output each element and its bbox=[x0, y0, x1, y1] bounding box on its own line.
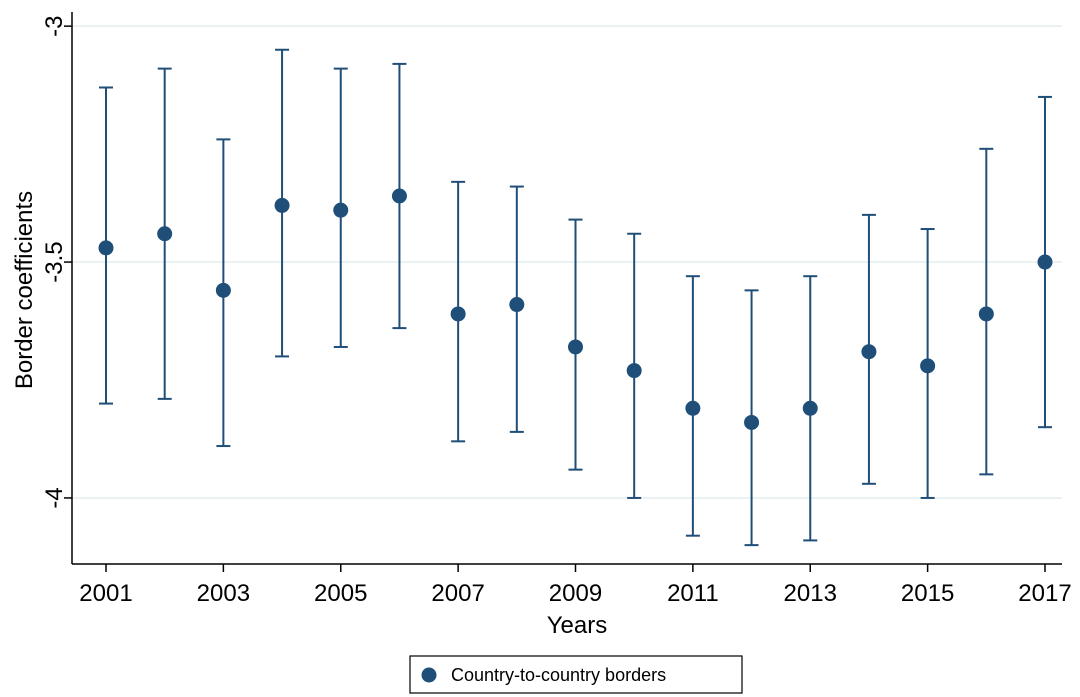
x-tick-label: 2015 bbox=[901, 580, 954, 607]
data-point bbox=[568, 339, 583, 355]
x-tick-label: 2009 bbox=[549, 580, 602, 607]
x-tick-label: 2017 bbox=[1018, 580, 1071, 607]
y-tick-label: -3.5 bbox=[41, 241, 68, 282]
data-point bbox=[274, 197, 290, 213]
y-tick-label: -4 bbox=[41, 487, 68, 508]
legend-marker bbox=[421, 667, 437, 683]
x-tick-label: 2003 bbox=[197, 580, 250, 607]
data-points bbox=[98, 188, 1053, 430]
data-point bbox=[626, 363, 642, 379]
data-point bbox=[1037, 254, 1053, 270]
data-point bbox=[157, 226, 173, 242]
y-axis-title: Border coefficients bbox=[11, 191, 38, 389]
data-point bbox=[978, 306, 994, 322]
x-tick-label: 2007 bbox=[431, 580, 484, 607]
legend: Country-to-country borders bbox=[409, 655, 743, 694]
data-point bbox=[391, 188, 407, 204]
data-point bbox=[450, 306, 466, 322]
x-tick-label: 2011 bbox=[667, 580, 719, 607]
y-tick-label: -3 bbox=[41, 15, 68, 36]
data-point bbox=[744, 414, 760, 430]
legend-label: Country-to-country borders bbox=[451, 665, 666, 685]
y-axis-ticks: -3 -3.5 -4 bbox=[41, 15, 72, 509]
data-point bbox=[802, 400, 818, 416]
data-point bbox=[98, 240, 114, 256]
data-point bbox=[333, 202, 349, 218]
data-point bbox=[685, 400, 701, 416]
x-axis-ticks: 2001 2003 2005 2007 2009 2011 2013 2015 2017 bbox=[79, 564, 1072, 607]
x-axis-title: Years bbox=[547, 612, 608, 639]
data-point bbox=[920, 358, 936, 374]
x-tick-label: 2001 bbox=[79, 580, 132, 607]
gridlines bbox=[72, 25, 1062, 499]
data-point bbox=[861, 344, 877, 360]
x-tick-label: 2013 bbox=[784, 580, 837, 607]
data-point bbox=[215, 282, 231, 298]
legend-box bbox=[409, 655, 743, 694]
axes bbox=[71, 12, 1062, 565]
data-point bbox=[509, 297, 525, 313]
x-tick-label: 2005 bbox=[314, 580, 367, 607]
